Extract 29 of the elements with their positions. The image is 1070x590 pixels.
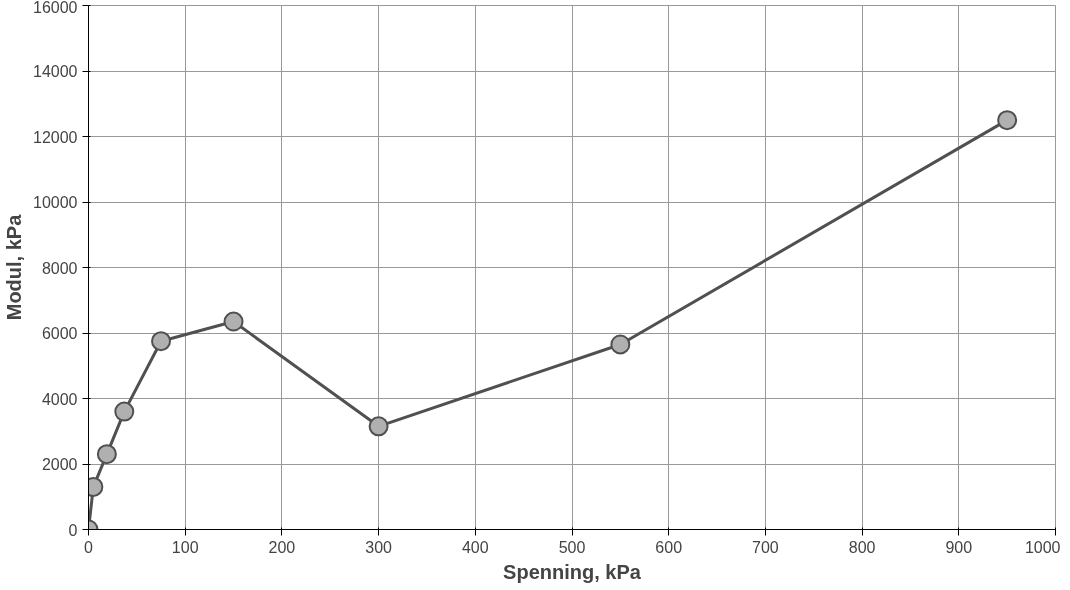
y-tick-label: 14000 <box>33 63 78 80</box>
y-tick-label: 12000 <box>33 128 78 146</box>
x-tick-label: 700 <box>752 538 779 556</box>
y-tick-label: 16000 <box>33 0 78 16</box>
x-tick-label: 400 <box>461 538 489 556</box>
x-tick-label: 200 <box>268 538 296 556</box>
point <box>610 334 631 355</box>
y-tick-label: 10000 <box>33 194 78 211</box>
y-tick-label: 4000 <box>41 390 78 408</box>
point <box>96 444 117 465</box>
y-axis-title: Modul, kPa <box>3 213 26 321</box>
point <box>997 110 1018 131</box>
x-tick-label: 300 <box>365 538 393 556</box>
x-tick-label: 800 <box>848 538 876 556</box>
x-tick-label: 500 <box>558 538 586 556</box>
point <box>368 416 389 437</box>
point <box>114 401 135 422</box>
point <box>223 311 244 332</box>
y-tick-label: 8000 <box>41 259 78 277</box>
x-tick-label: 900 <box>945 538 973 556</box>
y-tick-label: 2000 <box>41 456 78 473</box>
point <box>151 331 172 352</box>
x-tick-label: 600 <box>655 538 683 556</box>
x-tick-label: 0 <box>84 538 94 556</box>
y-tick-label: 6000 <box>41 325 78 342</box>
x-axis-title: Spenning, kPa <box>503 560 642 583</box>
y-tick-label: 0 <box>68 521 78 539</box>
x-tick-label: 1000 <box>1024 538 1061 556</box>
x-tick-label: 100 <box>171 538 199 556</box>
